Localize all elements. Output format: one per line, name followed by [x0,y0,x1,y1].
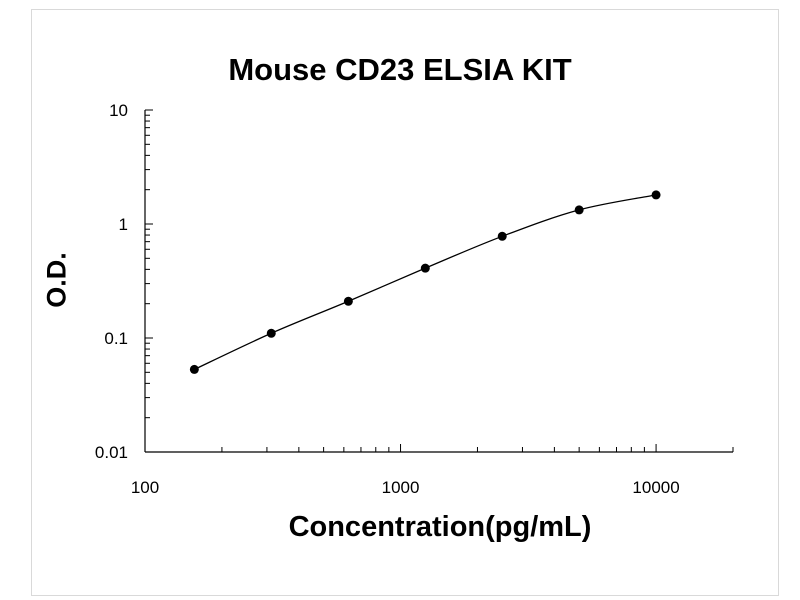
y-tick-label: 10 [109,101,128,120]
x-tick-label: 10000 [632,478,679,497]
chart-title: Mouse CD23 ELSIA KIT [228,52,572,87]
data-point [497,231,507,241]
chart-frame [31,9,779,596]
y-tick-label: 0.1 [104,329,128,348]
data-point [651,190,661,200]
y-tick-label: 0.01 [95,443,128,462]
x-tick-label: 100 [131,478,159,497]
x-tick-label: 1000 [382,478,420,497]
data-point [420,263,430,273]
data-point [343,296,353,306]
data-point [266,328,276,338]
data-point [189,364,199,374]
y-tick-label: 1 [119,215,128,234]
data-point [574,205,584,215]
fit-curve-line [194,194,657,371]
x-axis-label: Concentration(pg/mL) [288,511,592,543]
